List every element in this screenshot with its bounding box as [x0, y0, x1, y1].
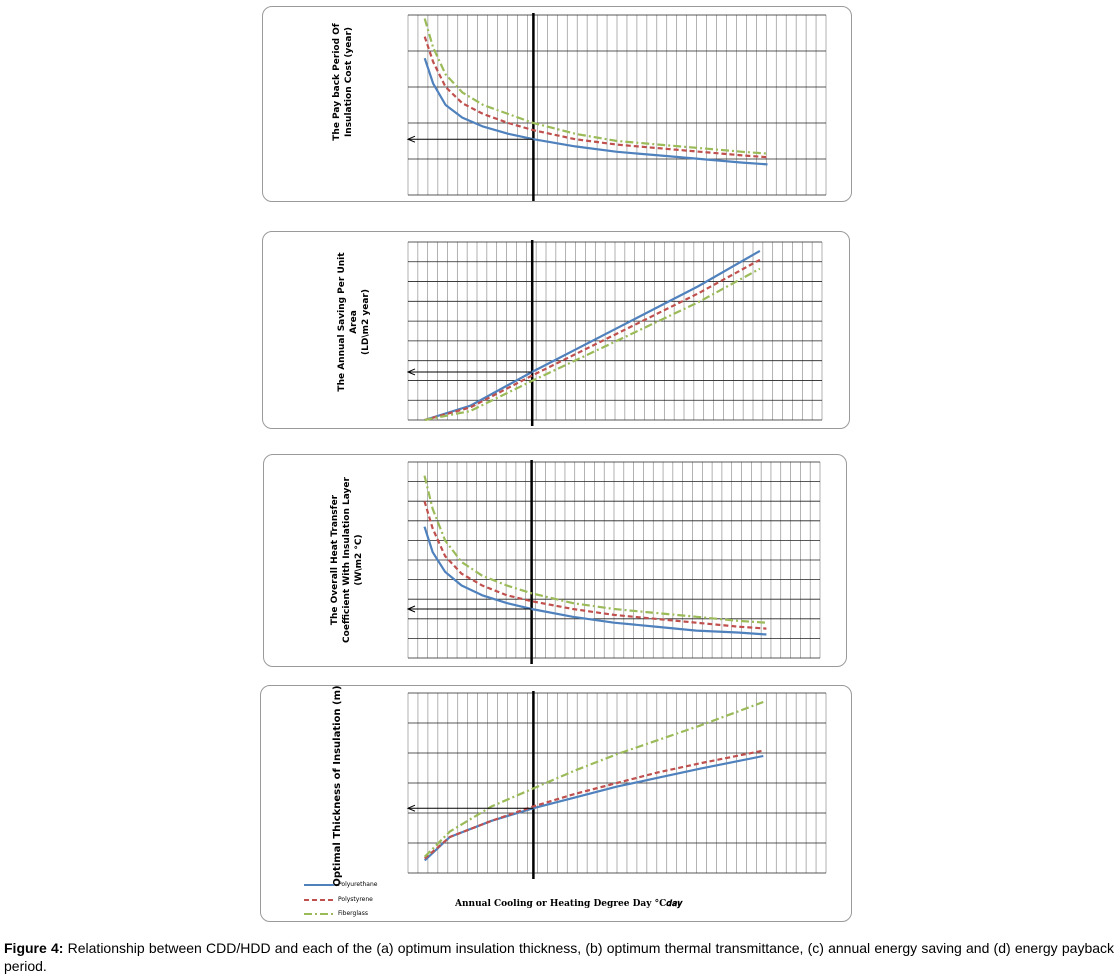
legend: Polyurethane Polystyrene Fiberglass: [304, 880, 424, 920]
series-line-polyurethane: [423, 57, 768, 166]
panel-thickness: [260, 685, 852, 922]
series-line-polystyrene: [423, 36, 768, 159]
legend-line-icon: [304, 913, 334, 915]
x-axis-label: Annual Cooling or Heating Degree Day °C𝒅…: [455, 899, 683, 909]
series-line-fiberglass: [423, 700, 764, 858]
figure-caption: Figure 4: Relationship between CDD/HDD a…: [4, 939, 1114, 975]
arrow-head-icon: [406, 804, 416, 812]
caption-label: Figure 4:: [4, 940, 64, 956]
series-line-fiberglass: [424, 267, 761, 422]
legend-label: Polyurethane: [338, 881, 378, 888]
legend-label: Polystyrene: [338, 896, 373, 903]
caption-text: Relationship between CDD/HDD and each of…: [4, 940, 1115, 974]
legend-line-icon: [304, 899, 334, 901]
legend-item: Fiberglass: [304, 909, 424, 919]
series-line-fiberglass: [423, 475, 767, 624]
series-line-fiberglass: [423, 18, 768, 155]
arrow-head-icon: [406, 368, 416, 376]
legend-line-icon: [304, 884, 334, 886]
arrow-head-icon: [406, 605, 416, 613]
legend-item: Polyurethane: [304, 880, 424, 890]
series-line-polystyrene: [424, 258, 761, 422]
legend-item: Polystyrene: [304, 895, 424, 905]
series-line-polystyrene: [423, 500, 767, 630]
legend-label: Fiberglass: [338, 910, 368, 917]
series-line-polyurethane: [424, 249, 761, 422]
arrow-head-icon: [406, 135, 416, 143]
series-line-polystyrene: [423, 749, 764, 860]
